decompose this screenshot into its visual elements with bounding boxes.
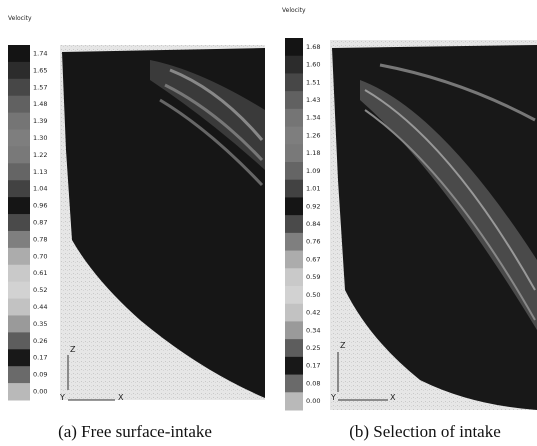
legend-tick: 0.42 — [306, 309, 320, 317]
axis-label: X — [390, 393, 396, 402]
legend-tick: 0.25 — [306, 344, 320, 352]
color-swatch — [285, 392, 303, 411]
plot-a — [60, 45, 265, 401]
legend-tick: 1.26 — [306, 131, 320, 139]
legend-tick: 0.67 — [306, 255, 320, 263]
legend-tick: 0.26 — [33, 337, 47, 345]
color-swatch — [285, 215, 303, 234]
legend-tick: 0.17 — [33, 354, 47, 362]
color-swatch — [8, 315, 30, 333]
axis-label: Z — [70, 345, 76, 354]
color-swatch — [8, 366, 30, 384]
legend-tick: 0.08 — [306, 379, 320, 387]
color-swatch — [8, 298, 30, 316]
axis-label: X — [118, 393, 124, 402]
color-swatch — [285, 232, 303, 252]
legend-tick: 1.22 — [33, 151, 47, 159]
color-swatch — [8, 230, 30, 249]
color-swatch — [8, 264, 30, 283]
axis-label: Y — [330, 393, 336, 402]
color-swatch — [8, 197, 30, 215]
plot-b — [330, 40, 537, 410]
color-swatch — [285, 303, 303, 322]
legend-tick: 0.34 — [306, 326, 320, 334]
color-swatch — [285, 179, 303, 198]
color-swatch — [8, 247, 30, 266]
legend-tick: 1.51 — [306, 78, 320, 86]
legend-tick: 1.04 — [33, 185, 47, 193]
legend-tick: 1.65 — [33, 66, 47, 74]
color-swatch — [8, 78, 30, 97]
color-swatch — [285, 356, 303, 376]
color-swatch — [8, 383, 30, 401]
legend-tick: 0.00 — [306, 397, 320, 405]
legend-tick: 0.09 — [33, 371, 47, 379]
color-swatch — [8, 214, 30, 232]
color-swatch — [285, 126, 303, 145]
color-swatch — [285, 73, 303, 92]
legend-tick: 0.59 — [306, 273, 320, 281]
caption: (a) Free surface-intake — [58, 422, 212, 441]
color-swatch — [285, 374, 303, 393]
color-swatch — [285, 144, 303, 163]
legend-tick: 0.96 — [33, 202, 47, 210]
color-swatch — [285, 321, 303, 340]
axis-label: Z — [340, 341, 346, 350]
legend-tick: 0.87 — [33, 219, 47, 227]
legend-tick: 0.17 — [306, 362, 320, 370]
color-swatch — [285, 108, 303, 128]
legend-tick: 0.61 — [33, 269, 47, 277]
legend-tick: 0.76 — [306, 238, 320, 246]
color-swatch — [285, 286, 303, 305]
legend-tick: 1.30 — [33, 134, 47, 142]
color-swatch — [285, 197, 303, 216]
legend-title: Velocity — [8, 15, 32, 22]
color-swatch — [8, 146, 30, 164]
legend-tick: 1.74 — [33, 49, 47, 57]
legend-tick: 0.92 — [306, 202, 320, 210]
legend-tick: 1.48 — [33, 100, 47, 108]
legend-tick: 1.34 — [306, 114, 320, 122]
color-swatch — [285, 339, 303, 358]
legend-tick: 1.13 — [33, 168, 47, 176]
color-swatch — [285, 268, 303, 287]
legend-tick: 0.52 — [33, 286, 47, 294]
legend-title: Velocity — [282, 7, 306, 14]
legend-tick: 0.84 — [306, 220, 320, 228]
axis-label: Y — [59, 393, 65, 402]
legend-tick: 0.50 — [306, 291, 320, 299]
color-swatch — [8, 112, 30, 131]
legend-tick: 1.68 — [306, 43, 320, 51]
legend-tick: 1.60 — [306, 61, 320, 69]
color-swatch — [8, 61, 30, 80]
color-swatch — [285, 91, 303, 110]
color-swatch — [285, 162, 303, 181]
legend-tick: 0.78 — [33, 235, 47, 243]
legend-tick: 1.09 — [306, 167, 320, 175]
legend-tick: 1.01 — [306, 185, 320, 193]
color-swatch — [8, 180, 30, 198]
color-swatch — [8, 129, 30, 147]
legend-tick: 0.44 — [33, 303, 47, 311]
legend-tick: 0.35 — [33, 320, 47, 328]
legend-tick: 1.57 — [33, 83, 47, 91]
color-swatch — [8, 163, 30, 181]
color-swatch — [8, 45, 30, 63]
color-swatch — [285, 38, 303, 57]
color-swatch — [8, 349, 30, 367]
legend-tick: 1.43 — [306, 96, 320, 104]
color-swatch — [285, 250, 303, 269]
legend-tick: 1.39 — [33, 117, 47, 125]
color-swatch — [8, 332, 30, 350]
color-swatch — [285, 55, 303, 74]
color-swatch — [8, 281, 30, 300]
legend-tick: 0.00 — [33, 388, 47, 396]
color-swatch — [8, 95, 30, 114]
legend-tick: 0.70 — [33, 252, 47, 260]
caption: (b) Selection of intake — [349, 422, 501, 441]
legend-tick: 1.18 — [306, 149, 320, 157]
